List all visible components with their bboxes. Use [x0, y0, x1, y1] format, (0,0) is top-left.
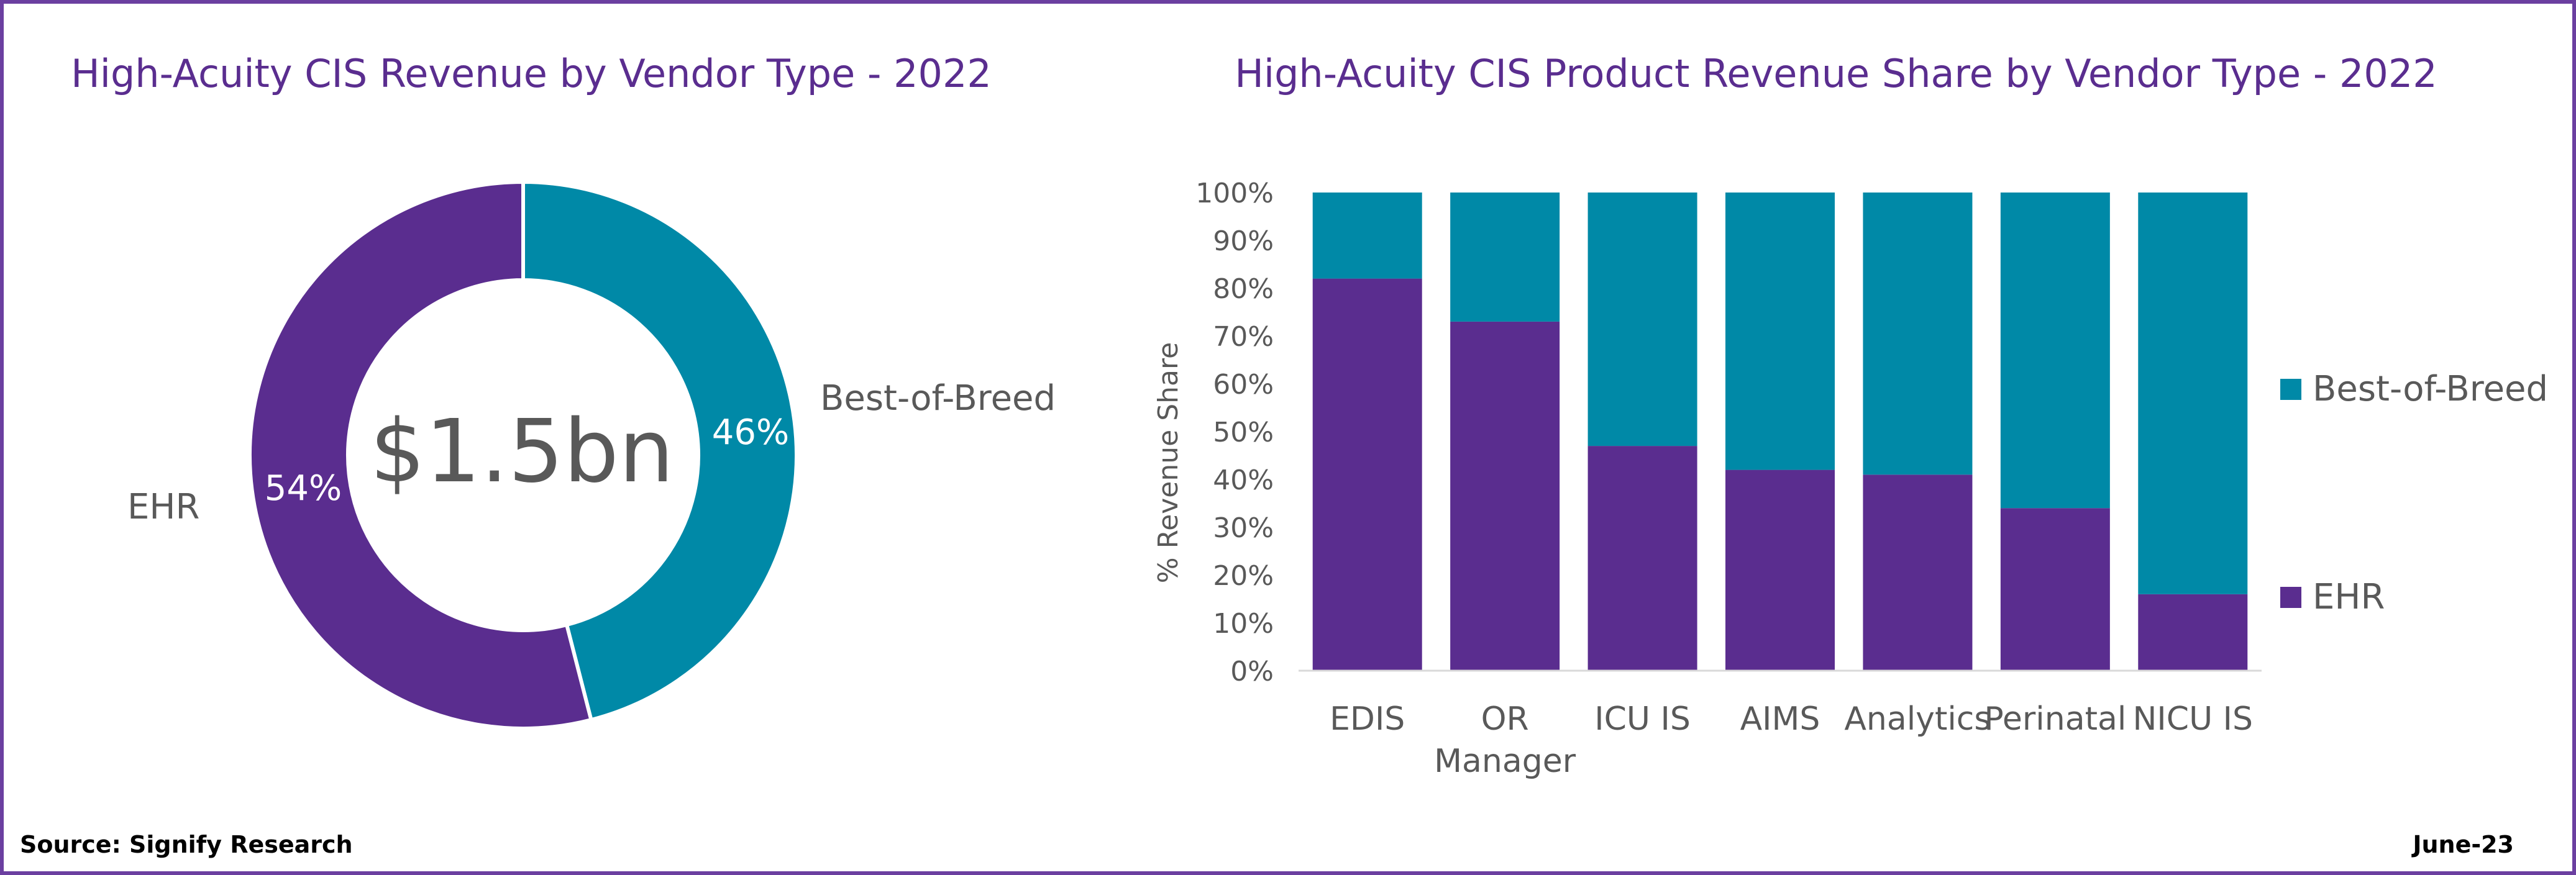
- donut-category-label-best-of-breed: Best-of-Breed: [820, 378, 1056, 419]
- legend-swatch-best-of-breed: [2280, 379, 2301, 400]
- donut-data-label-ehr: 54%: [265, 468, 342, 509]
- bar-best-of-breed: [1863, 193, 1973, 475]
- bar-ehr: [1725, 469, 1835, 671]
- bar-best-of-breed: [1312, 193, 1422, 279]
- bar-ehr: [1450, 321, 1560, 671]
- date-note: June-23: [2413, 831, 2514, 858]
- bar-ehr: [1587, 446, 1697, 671]
- bar-best-of-breed: [2138, 193, 2248, 594]
- x-category-label: AIMS: [1740, 700, 1820, 738]
- x-category-label: ICU IS: [1594, 700, 1691, 738]
- y-tick-label: 70%: [1213, 321, 1274, 353]
- bar-ehr: [2138, 594, 2248, 671]
- bar-ehr: [1312, 278, 1422, 671]
- y-tick-label: 0%: [1230, 656, 1274, 687]
- y-tick-label: 50%: [1213, 417, 1274, 448]
- y-tick-label: 60%: [1213, 369, 1274, 401]
- x-category-label: Perinatal: [1984, 700, 2126, 738]
- bar-y-axis-title: % Revenue Share: [1153, 342, 1184, 583]
- bar-ehr: [2000, 508, 2110, 671]
- y-tick-label: 90%: [1213, 225, 1274, 257]
- bar-best-of-breed: [1450, 193, 1560, 322]
- y-tick-label: 30%: [1213, 512, 1274, 544]
- donut-title: High-Acuity CIS Revenue by Vendor Type -…: [71, 51, 992, 96]
- donut-slice-best-of-breed: [521, 179, 798, 722]
- legend-label-best-of-breed: Best-of-Breed: [2313, 369, 2548, 409]
- bar-chart: 0% 10% 20% 30% 40% 50% 60% 70% 80% 90% 100% EDIS OR M…: [1195, 178, 2262, 780]
- source-note: Source: Signify Research: [20, 831, 353, 858]
- bar-best-of-breed: [1725, 193, 1835, 470]
- y-tick-label: 40%: [1213, 465, 1274, 496]
- x-category-label: Analytics: [1844, 700, 1991, 738]
- y-tick-label: 10%: [1213, 608, 1274, 640]
- donut-center-label: $1.5bn: [370, 401, 674, 502]
- donut-slice-ehr: [248, 179, 594, 730]
- bar-chart-title: High-Acuity CIS Product Revenue Share by…: [1235, 51, 2437, 96]
- x-category-label: NICU IS: [2133, 700, 2253, 738]
- y-tick-label: 80%: [1213, 273, 1274, 305]
- x-category-label: EDIS: [1330, 700, 1405, 738]
- legend-swatch-ehr: [2280, 587, 2301, 608]
- donut-chart: [248, 179, 798, 730]
- y-tick-label: 20%: [1213, 560, 1274, 592]
- y-tick-label: 100%: [1195, 178, 1274, 209]
- donut-data-label-best-of-breed: 46%: [712, 412, 789, 453]
- bar-best-of-breed: [2000, 193, 2110, 509]
- x-category-label: OR Manager: [1434, 700, 1576, 780]
- donut-category-label-ehr: EHR: [127, 487, 199, 527]
- bar-ehr: [1863, 474, 1973, 671]
- legend-label-ehr: EHR: [2313, 577, 2385, 617]
- bar-best-of-breed: [1587, 193, 1697, 447]
